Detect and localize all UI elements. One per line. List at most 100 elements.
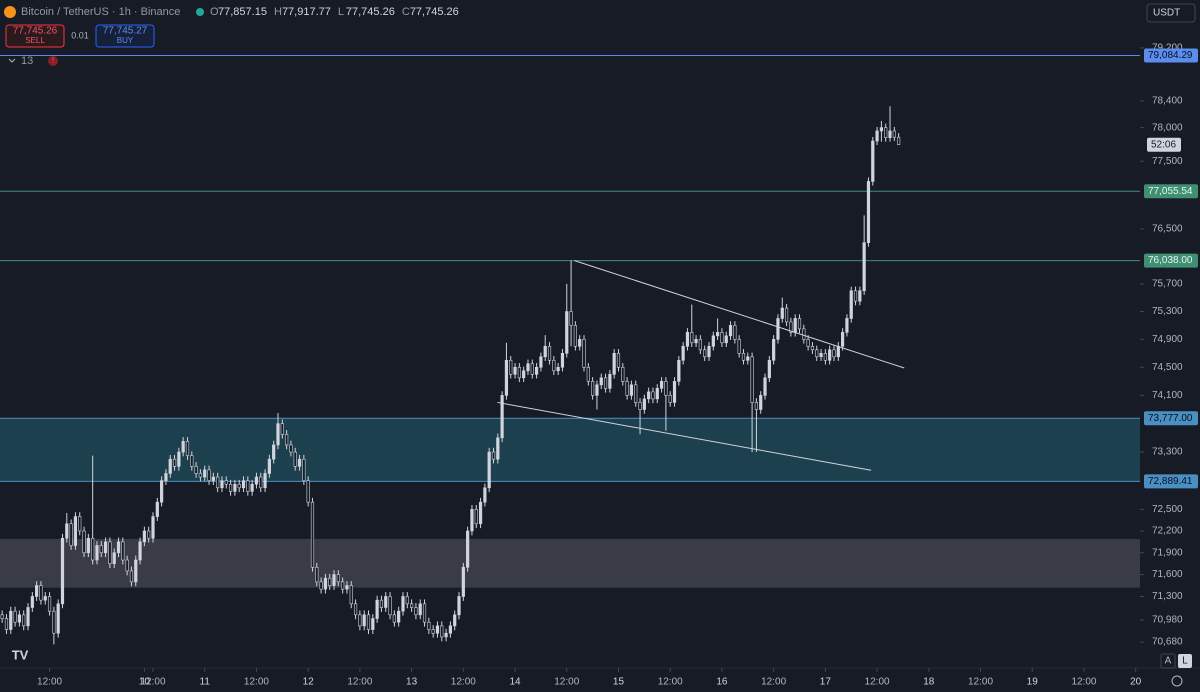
candle-body <box>121 541 125 561</box>
x-tick-label: 12:00 <box>37 677 62 688</box>
candle-body <box>625 381 629 396</box>
buy-button[interactable] <box>95 24 155 48</box>
candle-body <box>815 349 819 358</box>
candle-body <box>134 559 138 583</box>
y-tick-label: 70,980 <box>1152 615 1183 626</box>
candle-body <box>784 307 789 323</box>
auto: A <box>1165 656 1172 667</box>
candle-body <box>366 614 371 630</box>
zone <box>0 538 1140 588</box>
x-tick-label: 12:00 <box>451 677 476 688</box>
candle-body <box>759 395 763 410</box>
level-box <box>1144 184 1198 199</box>
candle-body <box>651 391 655 400</box>
candle-body <box>211 476 215 481</box>
candle-body <box>371 618 375 630</box>
candle-body <box>806 339 810 347</box>
y-tick-label: 79,200 <box>1152 43 1183 54</box>
candle-body <box>776 318 780 340</box>
candle-body <box>690 332 694 344</box>
currency-button[interactable] <box>1146 3 1196 23</box>
y-tick-label: 74,500 <box>1152 362 1183 373</box>
candle-body <box>26 607 30 627</box>
candle-body <box>65 523 69 539</box>
tv-logo: TV <box>12 647 29 662</box>
quantity[interactable]: 0.01 <box>71 30 89 40</box>
candle-body <box>478 501 483 525</box>
x-tick-label: 15 <box>613 677 625 688</box>
candle-body <box>828 349 832 361</box>
candle-body <box>297 458 302 467</box>
candle-body <box>17 614 21 623</box>
y-tick-label: 70,680 <box>1152 637 1183 648</box>
candle-body <box>802 328 806 340</box>
candle-body <box>39 585 43 601</box>
candle-body <box>522 370 526 379</box>
candle-body <box>220 480 224 489</box>
collapse-icon[interactable] <box>8 58 16 63</box>
candle-body <box>289 444 293 453</box>
candle-body <box>4 618 9 630</box>
candle-body <box>241 480 246 489</box>
trendline <box>497 401 872 471</box>
level-box <box>1144 48 1198 63</box>
sell-button[interactable] <box>5 24 65 48</box>
auto-button[interactable] <box>1160 653 1176 669</box>
ohlc-letter: C <box>402 6 410 18</box>
candle-body <box>142 530 146 543</box>
candle-body <box>560 352 565 368</box>
x-tick-label: 12:00 <box>140 677 165 688</box>
candle-body <box>819 352 823 358</box>
candle-body <box>362 614 366 627</box>
x-tick-label: 11 <box>200 677 211 688</box>
candle-body <box>60 537 65 605</box>
x-tick-label: 17 <box>820 677 832 688</box>
countdown-box <box>1147 137 1181 152</box>
candle-body <box>427 621 431 630</box>
y-tick-label: 71,900 <box>1152 547 1183 558</box>
candle-body <box>888 130 892 138</box>
candle-body <box>638 402 642 410</box>
candle-body <box>267 458 271 474</box>
candle-body <box>405 596 409 605</box>
y-tick-label: 71,600 <box>1152 569 1183 580</box>
candle-body <box>569 311 573 326</box>
y-tick-label: 71,300 <box>1152 591 1183 602</box>
candle-body <box>216 476 220 489</box>
candle-body <box>530 363 534 375</box>
settings-icon[interactable] <box>1171 675 1183 687</box>
candle-body <box>642 398 646 410</box>
candle-body <box>763 377 767 396</box>
candle-body <box>582 339 586 368</box>
candle-body <box>190 455 194 467</box>
candle-body <box>129 570 134 583</box>
log-button[interactable] <box>1178 654 1192 668</box>
candle-body <box>672 381 677 403</box>
candle-body <box>414 607 418 616</box>
candle-body <box>552 359 556 372</box>
candle-body <box>733 325 737 340</box>
candle-body <box>177 451 181 467</box>
indicator-count[interactable]: 13 <box>21 55 33 67</box>
candle-body <box>603 377 608 389</box>
candle-body <box>845 318 849 333</box>
candle-body <box>565 311 569 354</box>
level-label: 73,777.00 <box>1148 413 1193 424</box>
sell-label: SELL <box>25 36 45 45</box>
candle-body <box>233 483 237 492</box>
candle-body <box>164 473 168 481</box>
candle-body <box>125 559 129 572</box>
candle-body <box>586 366 590 382</box>
buy-price: 77,745.27 <box>103 26 148 37</box>
candle-body <box>491 451 496 460</box>
x-tick-label: 14 <box>509 677 521 688</box>
candle-body <box>659 381 664 389</box>
candle-body <box>319 581 323 590</box>
candle-body <box>772 339 776 361</box>
alert-icon[interactable] <box>48 56 58 66</box>
candle-body <box>496 437 500 460</box>
candle-body <box>336 574 340 583</box>
candle-body <box>345 585 349 590</box>
candle-body <box>474 509 478 525</box>
